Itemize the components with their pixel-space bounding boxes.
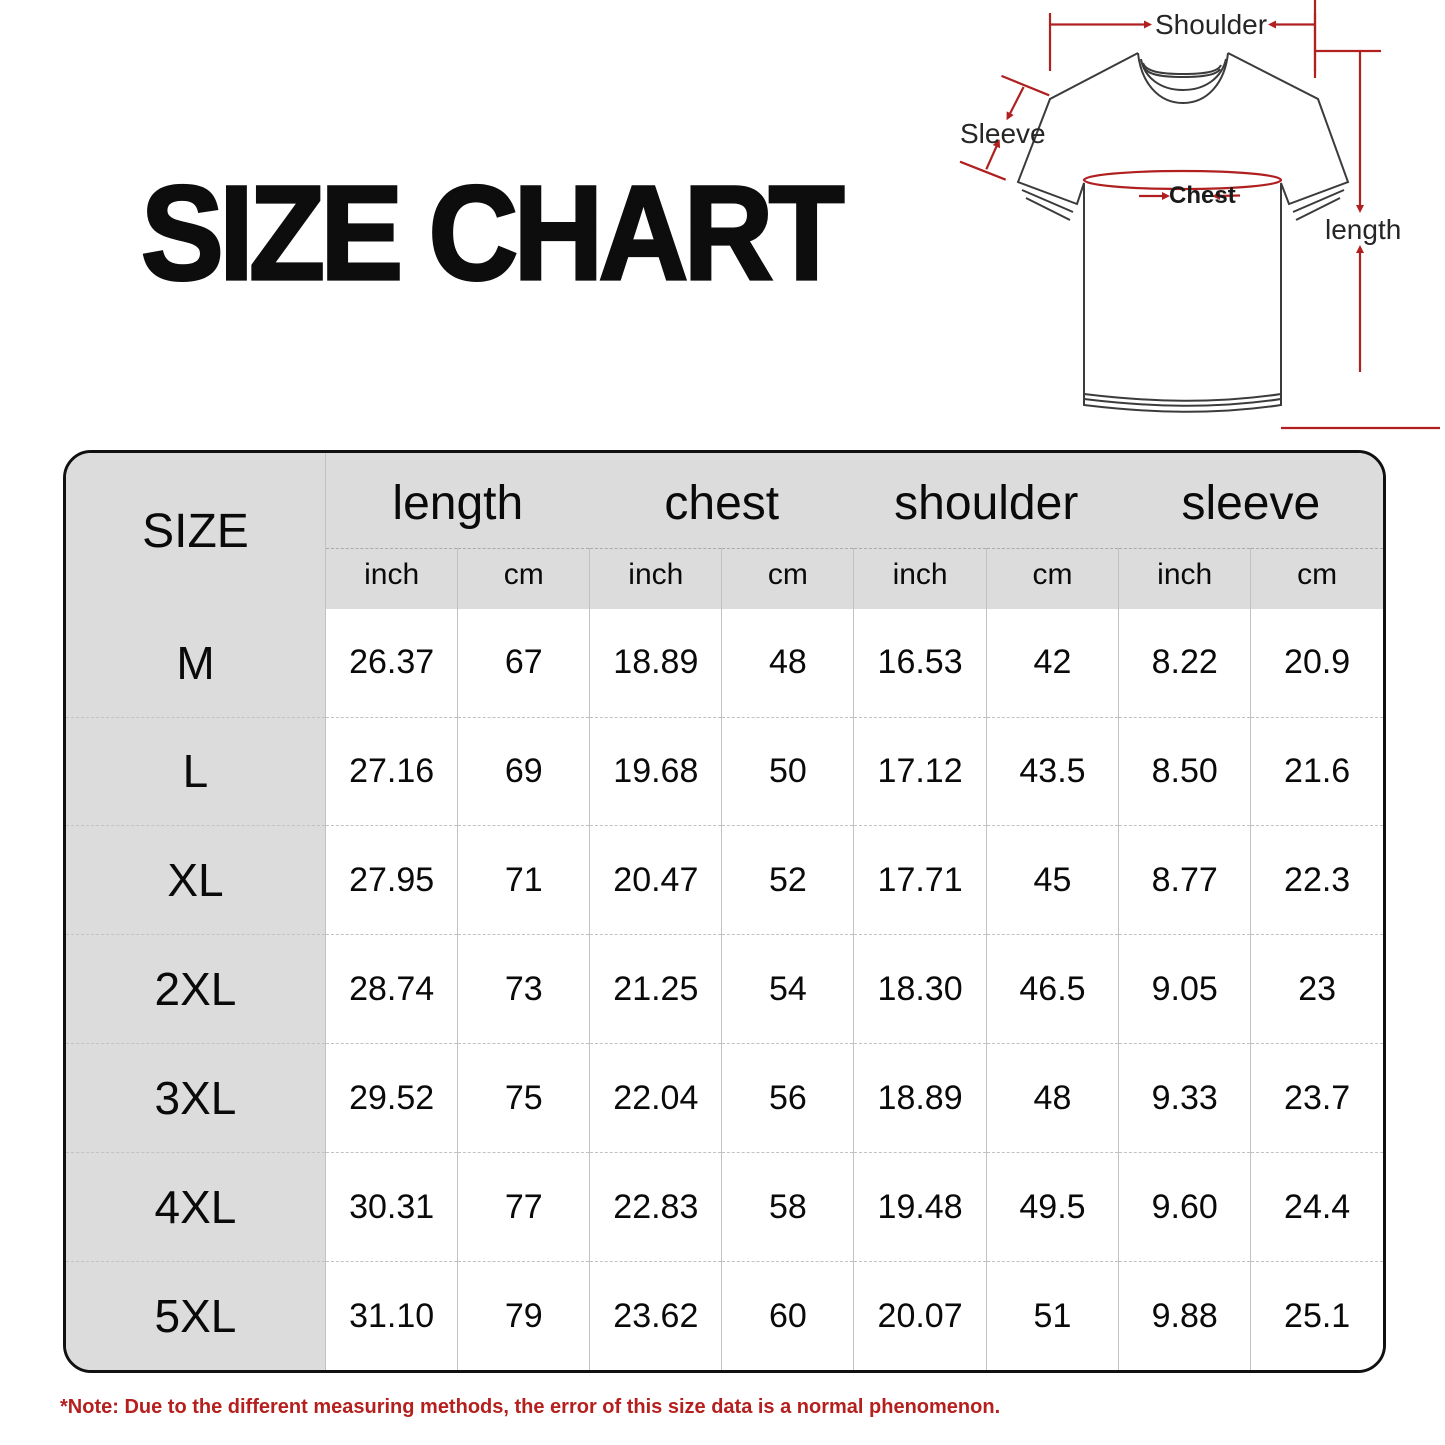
svg-text:Chest: Chest xyxy=(1169,182,1236,209)
svg-text:Sleeve: Sleeve xyxy=(960,118,1046,149)
svg-text:length: length xyxy=(1325,214,1401,245)
svg-text:Shoulder: Shoulder xyxy=(1155,9,1267,40)
